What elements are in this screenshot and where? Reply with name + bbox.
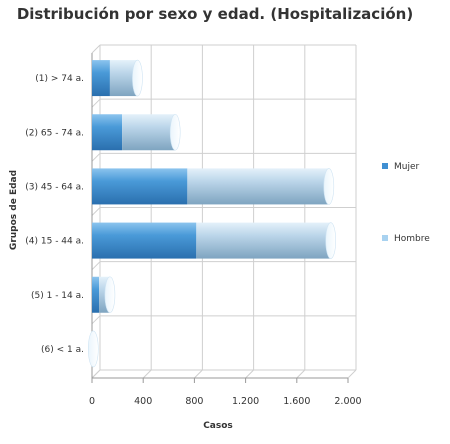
bar-end-cap bbox=[323, 168, 335, 205]
bar-mujer-3[interactable] bbox=[92, 168, 188, 205]
y-axis-title: Grupos de Edad bbox=[9, 170, 19, 250]
bar-mujer-5[interactable] bbox=[92, 276, 100, 313]
category-label: (2) 65 - 74 a. bbox=[25, 128, 84, 138]
bar-hombre-2[interactable] bbox=[122, 114, 176, 151]
x-tick-label: 0 bbox=[89, 396, 95, 407]
bar-end-cap bbox=[132, 59, 143, 97]
bar-mujer-1[interactable] bbox=[92, 60, 110, 97]
bar-hombre-4[interactable] bbox=[196, 222, 331, 259]
legend-label-hombre[interactable]: Hombre bbox=[394, 234, 430, 244]
bar-end-cap bbox=[325, 222, 337, 259]
gridline-floor bbox=[347, 369, 357, 379]
gridline-side bbox=[91, 315, 101, 325]
bar-hombre-5[interactable] bbox=[99, 276, 110, 313]
x-tick-label: 1.200 bbox=[232, 396, 259, 407]
gridline-floor bbox=[296, 369, 306, 379]
chart-title: Distribución por sexo y edad. (Hospitali… bbox=[17, 5, 413, 23]
category-labels: (1) > 74 a. (2) 65 - 74 a. (3) 45 - 64 a. (… bbox=[25, 74, 84, 355]
gridline-side bbox=[91, 207, 101, 216]
gridline-side bbox=[91, 152, 101, 162]
gridline-side bbox=[91, 98, 101, 108]
legend-label-mujer[interactable]: Mujer bbox=[394, 162, 420, 172]
legend: Mujer Hombre bbox=[382, 162, 430, 244]
bar-end-cap bbox=[169, 113, 181, 151]
grid bbox=[91, 44, 357, 383]
x-axis-title: Casos bbox=[203, 421, 233, 431]
bar-mujer-2[interactable] bbox=[92, 114, 123, 151]
category-label: (1) > 74 a. bbox=[35, 74, 84, 84]
bars bbox=[87, 59, 337, 368]
bar-end-cap bbox=[104, 276, 116, 314]
x-tick-label: 1.600 bbox=[283, 396, 310, 407]
x-tick-label: 2.000 bbox=[334, 396, 361, 407]
x-tick-label: 800 bbox=[185, 396, 203, 407]
legend-swatch-hombre bbox=[382, 235, 388, 241]
gridline-floor bbox=[194, 369, 203, 379]
category-label: (4) 15 - 44 a. bbox=[25, 237, 84, 247]
x-tick-label: 400 bbox=[134, 396, 152, 407]
category-label: (5) 1 - 14 a. bbox=[31, 291, 84, 301]
gridline-floor bbox=[142, 369, 152, 379]
x-tick-labels: 0 400 800 1.200 1.600 2.000 bbox=[89, 396, 362, 407]
gridline-side bbox=[91, 261, 101, 271]
bar-end-cap bbox=[87, 330, 99, 368]
bar-mujer-4[interactable] bbox=[92, 222, 197, 259]
category-label: (3) 45 - 64 a. bbox=[25, 182, 84, 192]
gridline-side bbox=[91, 44, 101, 54]
bar-hombre-3[interactable] bbox=[187, 168, 329, 205]
gridline-side bbox=[91, 369, 101, 379]
gridline-floor bbox=[245, 369, 254, 379]
category-label: (6) < 1 a. bbox=[41, 345, 84, 355]
legend-swatch-mujer bbox=[382, 163, 388, 169]
